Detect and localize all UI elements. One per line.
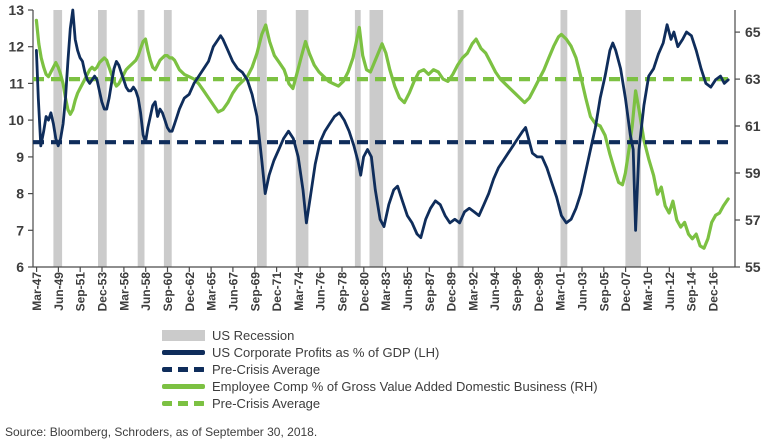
- left-axis-tick-label: 6: [16, 259, 24, 275]
- legend-label-precrisis-average-lh: Pre-Crisis Average: [212, 362, 321, 377]
- right-axis-tick-label: 63: [745, 71, 761, 87]
- legend-label-us-recession: US Recession: [212, 328, 295, 343]
- x-axis-tick-label: Dec-89: [445, 272, 459, 312]
- x-axis-tick-label: Jun-03: [576, 272, 590, 311]
- right-axis-tick-label: 55: [745, 259, 761, 275]
- left-axis-tick-label: 10: [8, 112, 24, 128]
- legend-item-corporate-profits: US Corporate Profits as % of GDP (LH): [162, 344, 598, 361]
- x-axis-tick-label: Mar-47: [30, 272, 44, 311]
- legend-label-employee-comp: Employee Comp % of Gross Value Added Dom…: [212, 379, 598, 394]
- x-axis-tick-label: Sep-14: [685, 272, 699, 312]
- x-axis-tick-label: Dec-07: [619, 272, 633, 312]
- x-axis-tick-label: Sep-60: [161, 272, 175, 312]
- x-axis-tick-label: Dec-53: [96, 272, 110, 312]
- axes: [28, 9, 740, 272]
- x-axis-tick-label: Sep-78: [336, 272, 350, 312]
- green-line-swatch: [162, 384, 207, 389]
- left-axis-tick-label: 11: [9, 75, 24, 91]
- x-axis-tick-label: Jun-12: [663, 272, 677, 311]
- legend-item-us-recession: US Recession: [162, 327, 598, 344]
- legend-item-precrisis-average-lh: Pre-Crisis Average: [162, 361, 598, 378]
- x-axis-tick-label: Dec-80: [357, 272, 371, 312]
- right-axis-tick-label: 59: [745, 165, 761, 181]
- series-employee-comp: [34, 18, 730, 250]
- x-axis-tick-label: Jun-94: [488, 272, 502, 311]
- x-axis-tick-label: Mar-92: [466, 272, 480, 311]
- green-dashed-swatch: [162, 401, 207, 406]
- x-axis-tick-label: Sep-51: [74, 272, 88, 312]
- navy-line-swatch: [162, 350, 207, 355]
- series-corporate-profits: [35, 8, 730, 239]
- x-axis-tick-label: Jun-76: [314, 272, 328, 311]
- x-axis-tick-label: Jun-49: [52, 272, 66, 311]
- x-axis-tick-label: Mar-74: [292, 272, 306, 311]
- left-axis-tick-label: 12: [8, 39, 24, 55]
- recession-swatch: [162, 330, 207, 341]
- right-axis-tick-label: 61: [745, 118, 761, 134]
- right-axis-tick-label: 57: [745, 212, 761, 228]
- x-axis-tick-label: Sep-69: [248, 272, 262, 312]
- left-axis-tick-label: 13: [8, 2, 24, 18]
- x-axis-tick-label: Jun-58: [139, 272, 153, 311]
- left-axis-tick-label: 8: [16, 186, 24, 202]
- x-axis-tick-label: Mar-83: [379, 272, 393, 311]
- x-axis-tick-label: Mar-01: [554, 272, 568, 311]
- legend-label-precrisis-average-rh: Pre-Crisis Average: [212, 396, 321, 411]
- x-axis-tick-label: Dec-16: [706, 272, 720, 312]
- x-axis-tick-label: Dec-98: [532, 272, 546, 312]
- recession-bands: [53, 10, 641, 267]
- legend-label-corporate-profits: US Corporate Profits as % of GDP (LH): [212, 345, 440, 360]
- x-axis-tick-label: Dec-71: [270, 272, 284, 312]
- x-axis-tick-label: Mar-56: [117, 272, 131, 311]
- x-axis-tick-label: Mar-10: [641, 272, 655, 311]
- legend: US Recession US Corporate Profits as % o…: [162, 327, 598, 412]
- legend-item-precrisis-average-rh: Pre-Crisis Average: [162, 395, 598, 412]
- chart: 13 12 11 10 9 8 7 6 65 63 61 59 57 55 Mar-47 Jun-49 Sep-…: [8, 2, 760, 311]
- x-axis-tick-label: Sep-05: [597, 272, 611, 312]
- x-axis-tick-label: Sep-96: [510, 272, 524, 312]
- x-axis-tick-label: Mar-65: [205, 272, 219, 311]
- source-note: Source: Bloomberg, Schroders, as of Sept…: [5, 425, 318, 439]
- left-axis-tick-label: 9: [16, 149, 24, 165]
- x-axis-tick-label: Sep-87: [423, 272, 437, 312]
- navy-dashed-swatch: [162, 367, 207, 372]
- left-axis-tick-label: 7: [16, 222, 24, 238]
- x-axis-tick-label: Jun-67: [226, 272, 240, 311]
- right-axis-tick-label: 65: [745, 24, 761, 40]
- legend-item-employee-comp: Employee Comp % of Gross Value Added Dom…: [162, 378, 598, 395]
- x-axis-tick-label: Dec-62: [183, 272, 197, 312]
- axis-labels: 13 12 11 10 9 8 7 6 65 63 61 59 57 55 Mar-47 Jun-49 Sep-…: [8, 2, 760, 311]
- x-axis-tick-label: Jun-85: [401, 272, 415, 311]
